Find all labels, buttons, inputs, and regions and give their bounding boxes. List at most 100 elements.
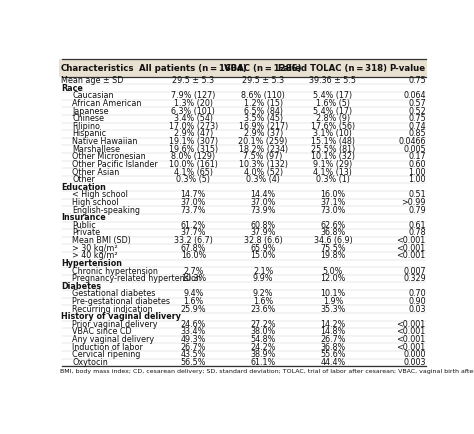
Text: 0.78: 0.78 <box>408 228 426 237</box>
Text: 5.4% (17): 5.4% (17) <box>313 107 353 115</box>
Text: 1.3% (20): 1.3% (20) <box>174 99 213 108</box>
Text: 5.0%: 5.0% <box>323 266 343 276</box>
Text: 44.4%: 44.4% <box>320 358 346 367</box>
Text: Hypertension: Hypertension <box>61 259 122 268</box>
Text: 0.79: 0.79 <box>408 206 426 214</box>
Text: Characteristics: Characteristics <box>61 64 135 72</box>
Text: 9.2%: 9.2% <box>253 289 273 298</box>
Text: Public: Public <box>72 221 96 230</box>
Text: 20.1% (259): 20.1% (259) <box>238 137 288 146</box>
Text: 9.4%: 9.4% <box>183 289 203 298</box>
Text: 10.3%: 10.3% <box>181 274 206 283</box>
Text: 0.000: 0.000 <box>403 350 426 359</box>
Text: 3.4% (54): 3.4% (54) <box>174 114 213 123</box>
Text: 0.90: 0.90 <box>408 297 426 306</box>
Text: 36.8%: 36.8% <box>320 343 346 352</box>
Text: 37.0%: 37.0% <box>250 198 276 207</box>
Text: Failed TOLAC (n = 318): Failed TOLAC (n = 318) <box>278 64 387 72</box>
Text: All patients (n = 1604): All patients (n = 1604) <box>139 64 247 72</box>
Text: 0.005: 0.005 <box>403 145 426 154</box>
Text: < High school: < High school <box>72 191 128 199</box>
Text: <0.001: <0.001 <box>397 343 426 352</box>
Text: 29.5 ± 5.3: 29.5 ± 5.3 <box>242 76 284 85</box>
Text: 49.3%: 49.3% <box>181 335 206 344</box>
Text: 61.2%: 61.2% <box>181 221 206 230</box>
Text: 19.6% (315): 19.6% (315) <box>169 145 218 154</box>
Text: High school: High school <box>72 198 118 207</box>
Text: 24.6%: 24.6% <box>181 320 206 329</box>
Text: 1.9%: 1.9% <box>323 297 343 306</box>
Text: 56.5%: 56.5% <box>181 358 206 367</box>
Text: 0.51: 0.51 <box>408 191 426 199</box>
Text: 1.6%: 1.6% <box>183 297 203 306</box>
Text: 29.5 ± 5.3: 29.5 ± 5.3 <box>172 76 214 85</box>
Text: 33.2 (6.7): 33.2 (6.7) <box>174 236 213 245</box>
Text: Other Asian: Other Asian <box>72 168 119 177</box>
Text: 38.0%: 38.0% <box>250 327 276 336</box>
Text: 1.6%: 1.6% <box>253 297 273 306</box>
Text: <0.001: <0.001 <box>397 236 426 245</box>
Text: 2.9% (37): 2.9% (37) <box>244 129 283 138</box>
Text: 6.3% (101): 6.3% (101) <box>172 107 215 115</box>
Text: Caucasian: Caucasian <box>72 91 114 100</box>
Text: <0.001: <0.001 <box>397 327 426 336</box>
Text: 75.5%: 75.5% <box>320 243 346 253</box>
Text: 37.1%: 37.1% <box>320 198 346 207</box>
Text: 67.8%: 67.8% <box>181 243 206 253</box>
Text: 55.6%: 55.6% <box>320 350 346 359</box>
Text: 10.3% (132): 10.3% (132) <box>238 160 288 169</box>
Text: 19.1% (307): 19.1% (307) <box>169 137 218 146</box>
Text: 37.0%: 37.0% <box>181 198 206 207</box>
Text: 35.3%: 35.3% <box>320 305 346 314</box>
Text: 61.1%: 61.1% <box>250 358 276 367</box>
Text: Education: Education <box>61 183 106 192</box>
Text: 0.064: 0.064 <box>403 91 426 100</box>
Text: 9.1% (29): 9.1% (29) <box>313 160 353 169</box>
Text: 36.8%: 36.8% <box>320 228 346 237</box>
Text: > 30 kg/m²: > 30 kg/m² <box>72 243 118 253</box>
Text: 1.6% (5): 1.6% (5) <box>316 99 350 108</box>
Text: > 40 kg/m²: > 40 kg/m² <box>72 251 118 260</box>
Text: Pre-gestational diabetes: Pre-gestational diabetes <box>72 297 170 306</box>
Text: 7.9% (127): 7.9% (127) <box>171 91 216 100</box>
Text: Other: Other <box>72 175 95 184</box>
Text: Mean age ± SD: Mean age ± SD <box>61 76 123 85</box>
Text: 39.36 ± 5.5: 39.36 ± 5.5 <box>310 76 356 85</box>
Text: Marshallese: Marshallese <box>72 145 120 154</box>
Text: Filipino: Filipino <box>72 122 100 131</box>
Text: African American: African American <box>72 99 141 108</box>
Text: Induction of labor: Induction of labor <box>72 343 143 352</box>
Text: Race: Race <box>61 84 83 93</box>
Text: <0.001: <0.001 <box>397 251 426 260</box>
Text: 2.9% (47): 2.9% (47) <box>173 129 213 138</box>
Text: 5.4% (17): 5.4% (17) <box>313 91 353 100</box>
Text: <0.001: <0.001 <box>397 335 426 344</box>
Text: 10.1% (32): 10.1% (32) <box>311 152 355 161</box>
Text: Private: Private <box>72 228 100 237</box>
Text: 0.75: 0.75 <box>408 76 426 85</box>
Text: Gestational diabetes: Gestational diabetes <box>72 289 155 298</box>
Text: Japanese: Japanese <box>72 107 109 115</box>
Text: 2.7%: 2.7% <box>183 266 203 276</box>
Text: 65.9%: 65.9% <box>250 243 276 253</box>
Text: 17.6% (56): 17.6% (56) <box>311 122 355 131</box>
Text: 16.0%: 16.0% <box>320 191 346 199</box>
Text: 0.75: 0.75 <box>408 114 426 123</box>
Text: 15.1% (48): 15.1% (48) <box>311 137 355 146</box>
Text: Pregnancy-related hypertension: Pregnancy-related hypertension <box>72 274 201 283</box>
Text: 4.0% (52): 4.0% (52) <box>244 168 283 177</box>
Text: 0.007: 0.007 <box>403 266 426 276</box>
Text: 14.8%: 14.8% <box>320 327 346 336</box>
Text: 14.7%: 14.7% <box>181 191 206 199</box>
Text: History of vaginal delivery: History of vaginal delivery <box>61 312 181 321</box>
Text: 9.9%: 9.9% <box>253 274 273 283</box>
Text: 32.8 (6.6): 32.8 (6.6) <box>244 236 283 245</box>
Text: VBAC (n = 1286): VBAC (n = 1286) <box>224 64 302 72</box>
Text: 0.0466: 0.0466 <box>398 137 426 146</box>
Text: >0.99: >0.99 <box>401 198 426 207</box>
Text: Hispanic: Hispanic <box>72 129 106 138</box>
Text: 54.8%: 54.8% <box>250 335 276 344</box>
Text: 12.0%: 12.0% <box>320 274 346 283</box>
Text: 1.2% (15): 1.2% (15) <box>244 99 283 108</box>
Text: 73.9%: 73.9% <box>250 206 276 214</box>
